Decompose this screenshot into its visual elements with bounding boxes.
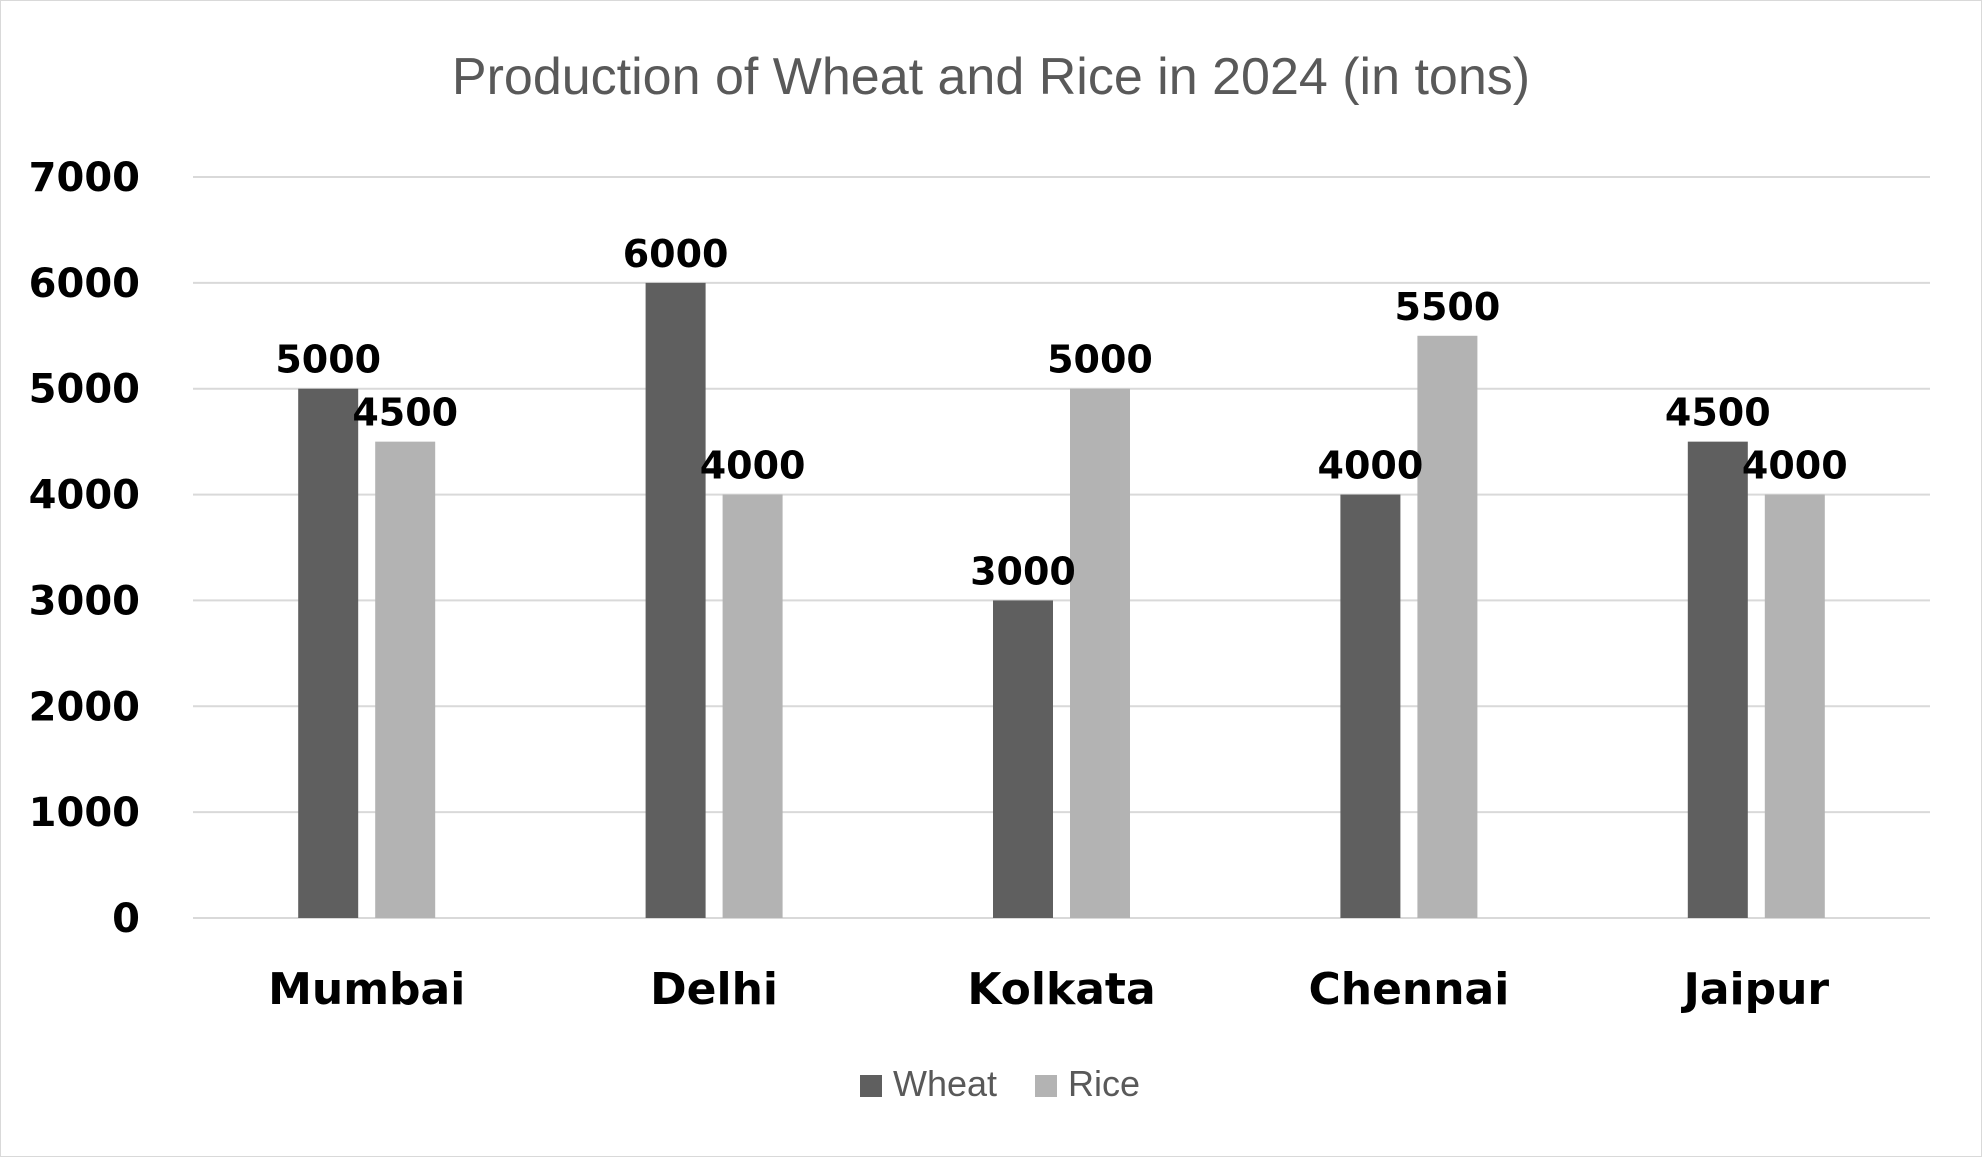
gridlines <box>193 176 1930 919</box>
y-tick-label: 7000 <box>29 155 140 201</box>
data-labels: 5000 4500 6000 4000 3000 5000 4000 5500 4500 4000 <box>275 232 1847 594</box>
y-tick-label: 4000 <box>29 473 140 519</box>
chart-title: Production of Wheat and Rice in 2024 (in… <box>452 48 1530 106</box>
bar-wheat-kolkata <box>993 600 1053 918</box>
x-tick-label: Mumbai <box>268 964 465 1015</box>
bar-wheat-jaipur <box>1687 441 1748 918</box>
legend-swatch-rice <box>1035 1075 1057 1097</box>
data-label: 6000 <box>623 232 729 276</box>
bar-wheat-chennai <box>1340 494 1401 918</box>
x-axis-ticks: Mumbai Delhi Kolkata Chennai Jaipur <box>268 964 1829 1015</box>
legend-label-wheat: Wheat <box>893 1063 997 1104</box>
bar-wheat-mumbai <box>298 388 359 918</box>
data-label: 5000 <box>1047 338 1153 382</box>
x-tick-label: Kolkata <box>967 964 1155 1015</box>
legend-label-rice: Rice <box>1068 1063 1140 1104</box>
y-tick-label: 3000 <box>29 578 140 624</box>
bar-rice-kolkata <box>1070 388 1130 918</box>
bar-rice-jaipur <box>1764 494 1825 918</box>
data-label: 5500 <box>1395 285 1501 329</box>
bar-rice-delhi <box>722 494 783 918</box>
x-tick-label: Delhi <box>650 964 778 1015</box>
data-label: 4000 <box>700 444 806 488</box>
y-tick-label: 6000 <box>29 261 140 307</box>
data-label: 5000 <box>275 338 381 382</box>
y-axis-ticks: 0 1000 2000 3000 4000 5000 6000 7000 <box>29 155 140 942</box>
data-label: 4500 <box>352 391 458 435</box>
y-tick-label: 5000 <box>29 367 140 413</box>
x-tick-label: Chennai <box>1308 964 1509 1015</box>
legend-swatch-wheat <box>860 1075 882 1097</box>
bar-rice-mumbai <box>375 441 436 918</box>
data-label: 4000 <box>1742 444 1848 488</box>
bars <box>298 282 1825 918</box>
y-tick-label: 2000 <box>29 684 140 730</box>
data-label: 4500 <box>1665 391 1771 435</box>
data-label: 3000 <box>970 549 1076 593</box>
x-tick-label: Jaipur <box>1680 964 1829 1015</box>
y-tick-label: 0 <box>112 896 140 942</box>
data-label: 4000 <box>1318 444 1424 488</box>
bar-wheat-delhi <box>645 282 706 918</box>
legend: Wheat Rice <box>860 1063 1140 1104</box>
bar-rice-chennai <box>1417 335 1478 918</box>
y-tick-label: 1000 <box>29 790 140 836</box>
